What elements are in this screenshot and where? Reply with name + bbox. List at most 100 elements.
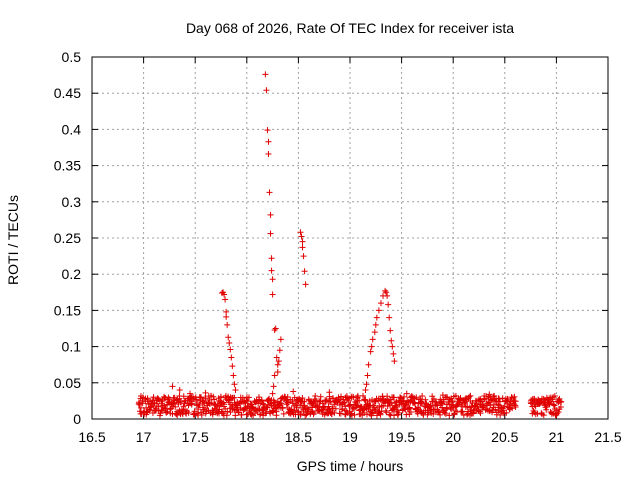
baseline-point: [386, 411, 393, 418]
baseline-point: [144, 395, 151, 402]
baseline-point: [406, 405, 413, 412]
baseline-point: [248, 401, 255, 408]
x-tick-label: 19: [342, 429, 358, 445]
baseline-point: [195, 406, 202, 413]
data-point: [262, 71, 269, 78]
data-point: [365, 361, 372, 368]
y-tick-label: 0.35: [54, 158, 81, 174]
baseline-point: [480, 403, 487, 410]
baseline-point: [437, 411, 444, 418]
data-point: [271, 372, 278, 379]
data-point: [229, 363, 236, 370]
baseline-point: [249, 404, 256, 411]
data-point: [385, 301, 392, 308]
baseline-point: [239, 394, 246, 401]
data-point: [384, 292, 391, 299]
baseline-point: [310, 399, 317, 406]
baseline-point: [504, 396, 511, 403]
baseline-point: [419, 393, 426, 400]
baseline-point: [135, 399, 142, 406]
data-point: [389, 343, 396, 350]
baseline-point: [550, 401, 557, 408]
baseline-point: [299, 394, 306, 401]
data-point: [227, 346, 234, 353]
y-tick-label: 0.45: [54, 85, 81, 101]
data-point: [390, 350, 397, 357]
baseline-point: [341, 399, 348, 406]
baseline-point: [303, 411, 310, 418]
baseline-point: [255, 394, 262, 401]
y-tick-label: 0.15: [54, 302, 81, 318]
baseline-point: [551, 402, 558, 409]
x-tick-label: 20.5: [491, 429, 518, 445]
baseline-point: [201, 400, 208, 407]
baseline-point: [209, 411, 216, 418]
baseline-point: [288, 406, 295, 413]
data-point: [268, 267, 275, 274]
data-point: [263, 87, 270, 94]
baseline-point: [395, 409, 402, 416]
baseline-point: [506, 406, 513, 413]
baseline-point: [304, 405, 311, 412]
baseline-point: [180, 403, 187, 410]
baseline-point: [427, 403, 434, 410]
baseline-point: [137, 404, 144, 411]
data-point: [264, 127, 271, 134]
baseline-point: [459, 408, 466, 415]
x-tick-label: 18: [239, 429, 255, 445]
data-point: [386, 314, 393, 321]
baseline-point: [146, 407, 153, 414]
baseline-point: [509, 405, 516, 412]
x-tick-label: 16.5: [78, 429, 105, 445]
baseline-point: [495, 401, 502, 408]
baseline-point: [551, 392, 558, 399]
baseline-point: [459, 403, 466, 410]
baseline-point: [468, 403, 475, 410]
baseline-points: [135, 392, 565, 419]
data-point: [218, 394, 224, 401]
y-tick-label: 0.3: [62, 194, 82, 210]
data-point: [268, 255, 275, 262]
data-point: [300, 253, 307, 260]
baseline-point: [243, 411, 250, 418]
baseline-point: [259, 400, 266, 407]
baseline-point: [503, 409, 510, 416]
baseline-point: [534, 410, 541, 417]
baseline-point: [176, 407, 183, 414]
baseline-point: [280, 410, 287, 417]
data-point: [373, 314, 380, 321]
y-tick-label: 0.1: [62, 339, 82, 355]
baseline-point: [337, 410, 344, 417]
baseline-point: [422, 396, 429, 403]
baseline-point: [496, 395, 503, 402]
baseline-point: [294, 408, 301, 415]
baseline-point: [198, 411, 205, 418]
baseline-point: [540, 412, 547, 419]
baseline-point: [446, 412, 453, 419]
baseline-point: [402, 401, 409, 408]
baseline-point: [497, 398, 504, 405]
data-point: [224, 321, 231, 328]
baseline-point: [450, 404, 457, 411]
data-point: [299, 238, 306, 245]
data-point: [267, 230, 274, 237]
plot-frame: [91, 56, 609, 420]
data-point: [368, 343, 375, 350]
data-point: [231, 381, 238, 388]
data-point: [486, 391, 493, 398]
baseline-point: [492, 406, 499, 413]
baseline-point: [273, 408, 280, 415]
baseline-point: [348, 412, 355, 419]
data-point: [301, 268, 308, 275]
baseline-point: [309, 404, 316, 411]
baseline-point: [554, 410, 561, 417]
baseline-point: [248, 411, 255, 418]
data-point: [387, 327, 394, 334]
data-point: [232, 387, 239, 394]
baseline-point: [479, 404, 486, 411]
baseline-point: [327, 398, 334, 405]
baseline-point: [232, 412, 239, 419]
baseline-point: [319, 400, 326, 407]
baseline-point: [257, 411, 264, 418]
x-tick-label: 19.5: [388, 429, 415, 445]
